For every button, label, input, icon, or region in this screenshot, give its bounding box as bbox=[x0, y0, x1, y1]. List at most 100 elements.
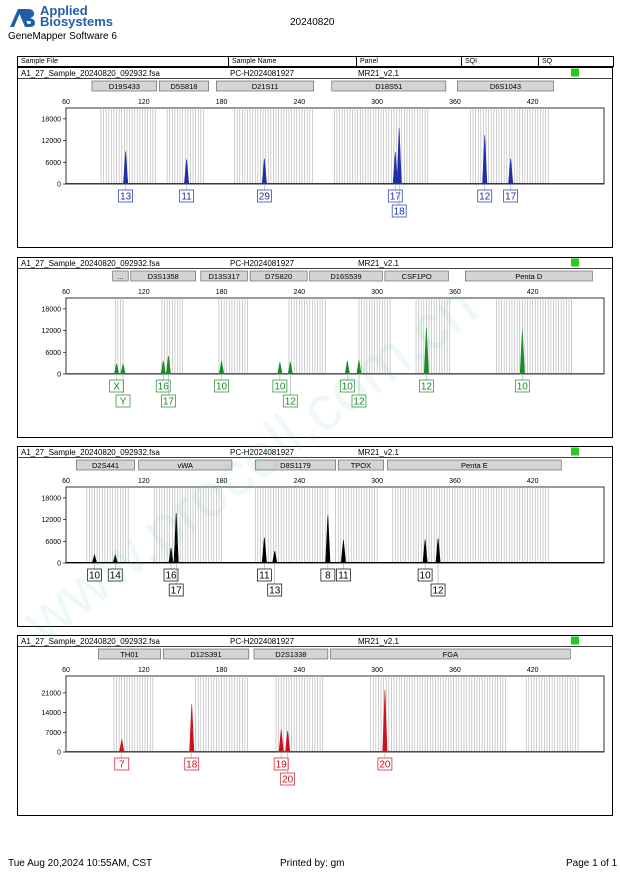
y-tick-label: 18000 bbox=[42, 306, 62, 313]
allele-box bbox=[184, 757, 200, 771]
x-tick-label: 300 bbox=[371, 478, 383, 485]
locus-label: CSF1PO bbox=[402, 272, 432, 281]
x-tick-label: 300 bbox=[371, 99, 383, 106]
panel-name: MR21_v2.1 bbox=[358, 448, 399, 457]
locus-box bbox=[91, 80, 158, 92]
allele-label: 10 bbox=[342, 382, 354, 393]
allele-box bbox=[273, 757, 289, 771]
allele-label: 17 bbox=[171, 586, 183, 597]
allele-box bbox=[320, 568, 336, 582]
locus-box bbox=[337, 459, 384, 471]
locus-label: vWA bbox=[177, 461, 193, 470]
locus-box bbox=[98, 648, 161, 660]
allele-label: 29 bbox=[259, 192, 271, 203]
x-tick-label: 300 bbox=[371, 667, 383, 674]
locus-label: D12S391 bbox=[190, 650, 221, 659]
allele-label: 16 bbox=[158, 382, 170, 393]
x-tick-label: 60 bbox=[62, 667, 70, 674]
locus-box bbox=[309, 270, 383, 282]
allele-box bbox=[419, 379, 434, 393]
x-tick-label: 240 bbox=[294, 99, 306, 106]
y-tick-label: 6000 bbox=[45, 539, 61, 546]
locus-label: D21S11 bbox=[252, 82, 279, 91]
allele-label: X bbox=[113, 382, 120, 393]
footer-page: Page 1 of 1 bbox=[566, 858, 618, 869]
logo-word-biosystems: Biosystems bbox=[40, 14, 113, 29]
x-tick-label: 420 bbox=[527, 667, 539, 674]
x-tick-label: 360 bbox=[449, 99, 461, 106]
allele-box bbox=[377, 757, 393, 771]
allele-label: 19 bbox=[276, 760, 288, 771]
sq-status-icon bbox=[571, 636, 579, 645]
panel-name: MR21_v2.1 bbox=[358, 637, 399, 646]
locus-label: D16S539 bbox=[330, 272, 361, 281]
panel-4: A1_27_Sample_20240820_092932.fsa PC-H2024… bbox=[17, 635, 613, 816]
locus-label: D5S818 bbox=[170, 82, 197, 91]
x-tick-label: 60 bbox=[62, 99, 70, 106]
allele-label: 20 bbox=[379, 760, 391, 771]
allele-label: 7 bbox=[119, 760, 125, 771]
allele-label: 17 bbox=[505, 192, 517, 203]
panel-sample-file: A1_27_Sample_20240820_092932.fsa bbox=[21, 259, 160, 268]
allele-label: 18 bbox=[186, 760, 198, 771]
allele-label: 12 bbox=[479, 192, 491, 203]
footer-datetime: Tue Aug 20,2024 10:55AM, CST bbox=[8, 858, 153, 869]
y-tick-label: 12000 bbox=[42, 517, 62, 524]
locus-box bbox=[162, 648, 250, 660]
allele-box bbox=[339, 379, 355, 393]
locus-box bbox=[138, 459, 233, 471]
panel-2: A1_27_Sample_20240820_092932.fsa PC-H2024… bbox=[17, 257, 613, 438]
locus-box bbox=[331, 80, 447, 92]
panel-3: A1_27_Sample_20240820_092932.fsa PC-H2024… bbox=[17, 446, 613, 627]
allele-label: 14 bbox=[110, 571, 122, 582]
x-tick-label: 360 bbox=[449, 289, 461, 296]
locus-box bbox=[387, 459, 562, 471]
panel-sample-name: PC-H2024081927 bbox=[230, 259, 295, 268]
x-tick-label: 240 bbox=[294, 478, 306, 485]
panel-frame bbox=[17, 635, 613, 816]
allele-box bbox=[336, 568, 351, 582]
locus-box bbox=[159, 80, 209, 92]
allele-label: 11 bbox=[259, 571, 270, 582]
locus-label: FGA bbox=[443, 650, 458, 659]
allele-label: 12 bbox=[285, 397, 297, 408]
column-sample-name: Sample Name bbox=[228, 57, 276, 66]
y-tick-label: 7000 bbox=[45, 730, 61, 737]
locus-label: D8S1179 bbox=[280, 461, 311, 470]
locus-label: TH01 bbox=[120, 650, 138, 659]
locus-label: D6S1043 bbox=[490, 82, 521, 91]
allele-box bbox=[282, 394, 298, 408]
panel-sample-file: A1_27_Sample_20240820_092932.fsa bbox=[21, 448, 160, 457]
x-tick-label: 60 bbox=[62, 289, 70, 296]
x-tick-label: 240 bbox=[294, 667, 306, 674]
allele-box bbox=[115, 394, 131, 408]
panel-frame bbox=[17, 446, 613, 627]
allele-label: 10 bbox=[89, 571, 101, 582]
locus-label: TPOX bbox=[351, 461, 371, 470]
locus-label: D18S51 bbox=[375, 82, 402, 91]
allele-box bbox=[179, 189, 194, 203]
panel-sample-name: PC-H2024081927 bbox=[230, 448, 295, 457]
panel-name: MR21_v2.1 bbox=[358, 69, 399, 78]
y-tick-label: 14000 bbox=[42, 710, 62, 717]
column-sqi: SQI bbox=[461, 57, 477, 66]
x-tick-label: 360 bbox=[449, 478, 461, 485]
allele-label: 10 bbox=[517, 382, 529, 393]
allele-box bbox=[87, 568, 102, 582]
allele-box bbox=[256, 568, 272, 582]
allele-label: 13 bbox=[120, 192, 132, 203]
allele-box bbox=[214, 379, 229, 393]
locus-box bbox=[112, 270, 129, 282]
locus-label: D3S1358 bbox=[148, 272, 179, 281]
panel-1: A1_27_Sample_20240820_092932.fsa PC-H2024… bbox=[17, 67, 613, 248]
allele-box bbox=[161, 394, 176, 408]
locus-box bbox=[200, 270, 248, 282]
panel-name: MR21_v2.1 bbox=[358, 259, 399, 268]
allele-label: 12 bbox=[353, 397, 365, 408]
plot-area bbox=[65, 675, 605, 753]
allele-box bbox=[391, 204, 407, 218]
allele-label: 16 bbox=[165, 571, 177, 582]
x-tick-label: 420 bbox=[527, 478, 539, 485]
allele-label: 17 bbox=[163, 397, 175, 408]
